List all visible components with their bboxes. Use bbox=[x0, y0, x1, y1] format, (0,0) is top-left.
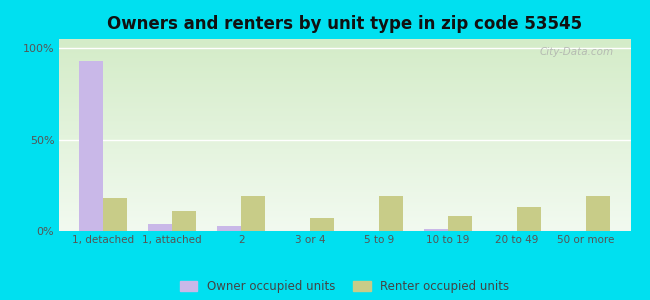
Legend: Owner occupied units, Renter occupied units: Owner occupied units, Renter occupied un… bbox=[175, 275, 514, 298]
Bar bbox=[79, 61, 103, 231]
Bar bbox=[217, 226, 241, 231]
Bar bbox=[586, 196, 610, 231]
Bar bbox=[517, 207, 541, 231]
Bar bbox=[448, 216, 472, 231]
Bar bbox=[103, 198, 127, 231]
Bar bbox=[310, 218, 334, 231]
Bar bbox=[241, 196, 265, 231]
Bar bbox=[379, 196, 403, 231]
Bar bbox=[172, 211, 196, 231]
Title: Owners and renters by unit type in zip code 53545: Owners and renters by unit type in zip c… bbox=[107, 15, 582, 33]
Bar bbox=[424, 229, 448, 231]
Text: City-Data.com: City-Data.com bbox=[540, 47, 614, 57]
Bar bbox=[148, 224, 172, 231]
